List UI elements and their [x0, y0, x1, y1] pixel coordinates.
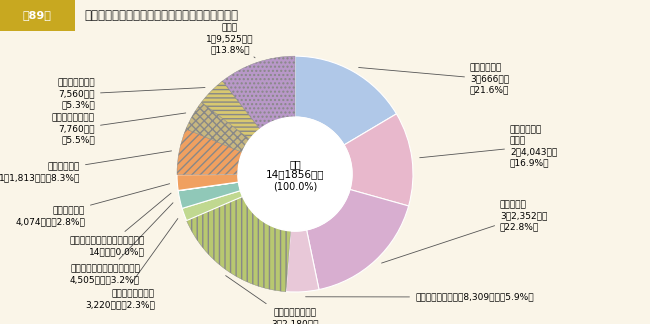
Text: 国民健康保険事業の歳入決算の状況（事業勘定）: 国民健康保険事業の歳入決算の状況（事業勘定） — [84, 9, 239, 22]
Text: その他のもの
4,074億円（2.8%）: その他のもの 4,074億円（2.8%） — [15, 184, 170, 226]
Wedge shape — [177, 174, 239, 191]
Text: 都道府県支出金
7,560億円
（5.3%）: 都道府県支出金 7,560億円 （5.3%） — [57, 78, 205, 110]
Wedge shape — [178, 182, 240, 208]
Wedge shape — [307, 190, 409, 290]
Text: その他
1兆9,525億円
（13.8%）: その他 1兆9,525億円 （13.8%） — [206, 23, 255, 58]
Text: 保険基盤安定制度に係るもの
4,505億円（3.2%）: 保険基盤安定制度に係るもの 4,505億円（3.2%） — [70, 203, 173, 284]
Text: 歳入: 歳入 — [289, 159, 301, 169]
Text: 財源補填的なもの
3,220億円（2.3%）: 財源補填的なもの 3,220億円（2.3%） — [85, 218, 178, 309]
Wedge shape — [295, 56, 396, 145]
Circle shape — [238, 117, 352, 231]
Text: 療餌給付費等
負担金
2兆4,043億円
（16.9%）: 療餌給付費等 負担金 2兆4,043億円 （16.9%） — [420, 125, 557, 167]
Text: 保険税（料）
3兆666億円
（21.6%）: 保険税（料） 3兆666億円 （21.6%） — [359, 64, 510, 95]
Wedge shape — [344, 114, 413, 206]
Wedge shape — [202, 81, 260, 139]
Text: 14兆1856億円: 14兆1856億円 — [266, 169, 324, 179]
Text: 国庫支出金
3兆2,352億円
（22.8%）: 国庫支出金 3兆2,352億円 （22.8%） — [382, 201, 547, 263]
Text: 財政調整交付金等　8,309億円（5.9%）: 財政調整交付金等 8,309億円（5.9%） — [306, 293, 534, 302]
Wedge shape — [187, 197, 291, 292]
Wedge shape — [178, 182, 239, 191]
FancyBboxPatch shape — [0, 0, 75, 31]
Wedge shape — [222, 56, 295, 129]
Text: 前期高齢者交付金
3兆2,180億円
（22.7%）: 前期高齢者交付金 3兆2,180億円 （22.7%） — [226, 276, 318, 324]
Wedge shape — [177, 129, 242, 175]
Wedge shape — [182, 191, 242, 221]
Wedge shape — [286, 230, 319, 292]
Text: 第89図: 第89図 — [23, 10, 51, 20]
Wedge shape — [186, 102, 250, 152]
Text: (100.0%): (100.0%) — [273, 181, 317, 191]
Text: 他会計繰入金
1兆1,813億円（8.3%）: 他会計繰入金 1兆1,813億円（8.3%） — [0, 151, 172, 182]
Text: 高医療費基準超過額に係るもの
14億円（0.0%）: 高医療費基準超過額に係るもの 14億円（0.0%） — [70, 193, 171, 256]
Text: 療餌給付費交付金
7,760億円
（5.5%）: 療餌給付費交付金 7,760億円 （5.5%） — [52, 113, 186, 145]
